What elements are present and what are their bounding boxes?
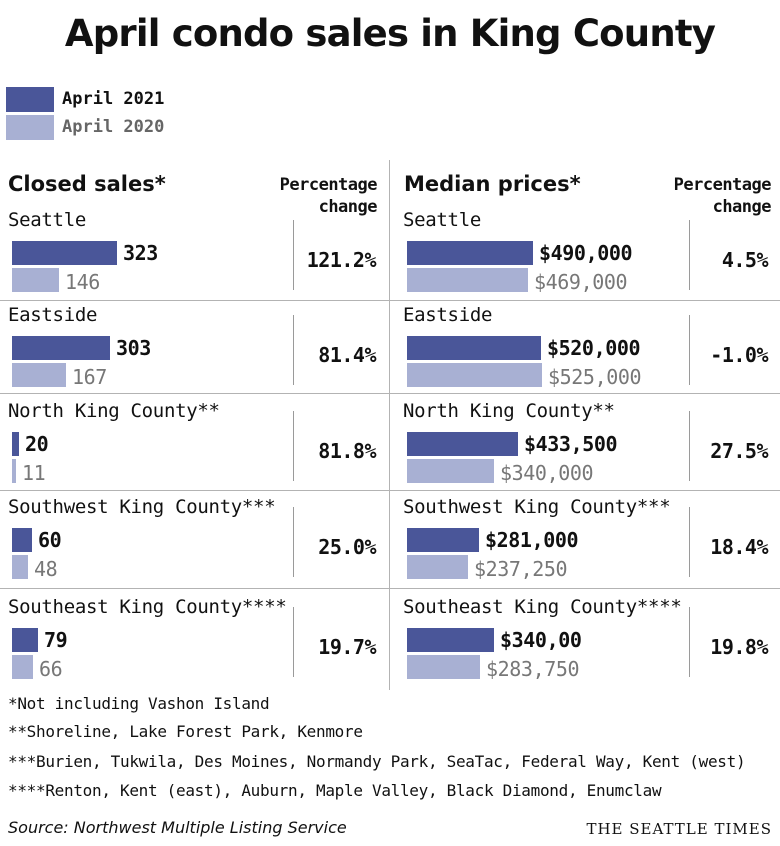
closed-sales-percent-change: 81.8% (318, 439, 376, 463)
column-divider (389, 160, 390, 690)
closed-sales-region-label: North King County** (8, 400, 220, 422)
median-price-value-label-2020: $340,000 (500, 461, 594, 485)
closed-sales-pct-divider (293, 411, 294, 481)
median-price-pct-divider (689, 411, 690, 481)
row-divider (0, 300, 780, 301)
median-price-value-label-2020: $469,000 (534, 270, 628, 294)
closed-sales-value-label-2020: 167 (72, 365, 107, 389)
closed-sales-value-label-2021: 60 (38, 528, 62, 552)
legend-label-2021: April 2021 (62, 89, 165, 109)
closed-sales-pct-divider (293, 607, 294, 677)
closed-sales-bar-2021 (12, 432, 19, 456)
median-price-bar-2020 (407, 459, 494, 483)
closed-sales-percent-change: 121.2% (306, 248, 377, 272)
closed-sales-bar-2020 (12, 555, 28, 579)
pct-heading-line2: change (318, 197, 378, 217)
median-price-value-label-2020: $525,000 (548, 365, 642, 389)
median-price-value-label-2021: $433,500 (524, 432, 618, 456)
median-price-percent-change: 19.8% (710, 635, 768, 659)
median-price-region-label: Seattle (403, 209, 481, 231)
footnote: **Shoreline, Lake Forest Park, Kenmore (8, 722, 363, 741)
closed-sales-percent-change: 19.7% (318, 635, 376, 659)
median-price-pct-divider (689, 607, 690, 677)
closed-sales-region-label: Southeast King County**** (8, 596, 287, 618)
row-divider (0, 393, 780, 394)
pct-heading-line1: Percentage (279, 175, 378, 195)
closed-sales-bar-2020 (12, 363, 66, 387)
closed-sales-value-label-2020: 66 (39, 657, 63, 681)
median-price-value-label-2021: $281,000 (485, 528, 579, 552)
closed-sales-value-label-2021: 20 (25, 432, 49, 456)
row-divider (0, 490, 780, 491)
closed-sales-percent-change: 25.0% (318, 535, 376, 559)
closed-sales-bar-2020 (12, 459, 16, 483)
median-price-percent-change: 18.4% (710, 535, 768, 559)
median-price-bar-2020 (407, 363, 542, 387)
source-note: Source: Northwest Multiple Listing Servi… (8, 818, 347, 837)
median-price-value-label-2021: $340,00 (500, 628, 582, 652)
closed-sales-value-label-2020: 146 (65, 270, 100, 294)
closed-sales-value-label-2021: 323 (123, 241, 158, 265)
chart-title: April condo sales in King County (64, 12, 716, 55)
median-price-value-label-2020: $283,750 (486, 657, 580, 681)
legend-item-2020: April 2020 (6, 114, 164, 140)
median-price-bar-2021 (407, 336, 541, 360)
legend-item-2021: April 2021 (6, 86, 164, 112)
median-price-region-label: North King County** (403, 400, 615, 422)
closed-sales-region-label: Seattle (8, 209, 86, 231)
closed-sales-value-label-2020: 11 (22, 461, 46, 485)
pct-heading-line1: Percentage (673, 175, 772, 195)
footnote: ****Renton, Kent (east), Auburn, Maple V… (8, 781, 662, 800)
median-price-region-label: Eastside (403, 304, 493, 326)
pct-heading-line2: change (712, 197, 772, 217)
median-prices-heading: Median prices* (404, 172, 581, 196)
median-price-bar-2020 (407, 555, 468, 579)
median-price-value-label-2021: $520,000 (547, 336, 641, 360)
median-price-percent-change: -1.0% (710, 343, 768, 367)
median-price-percent-change: 4.5% (721, 248, 769, 272)
median-price-value-label-2021: $490,000 (539, 241, 633, 265)
closed-sales-value-label-2020: 48 (34, 557, 58, 581)
closed-sales-bar-2020 (12, 268, 59, 292)
closed-sales-bar-2020 (12, 655, 33, 679)
closed-sales-pct-heading: Percentage change (262, 174, 378, 218)
closed-sales-pct-divider (293, 220, 294, 290)
median-price-pct-divider (689, 220, 690, 290)
closed-sales-region-label: Southwest King County*** (8, 496, 276, 518)
footnote: ***Burien, Tukwila, Des Moines, Normandy… (8, 752, 746, 771)
closed-sales-bar-2021 (12, 336, 110, 360)
median-price-bar-2020 (407, 268, 528, 292)
closed-sales-pct-divider (293, 315, 294, 385)
closed-sales-value-label-2021: 303 (116, 336, 151, 360)
closed-sales-heading: Closed sales* (8, 172, 166, 196)
legend-swatch-2021 (6, 86, 54, 112)
median-price-pct-divider (689, 507, 690, 577)
median-price-bar-2021 (407, 528, 479, 552)
closed-sales-percent-change: 81.4% (318, 343, 376, 367)
legend-swatch-2020 (6, 114, 54, 140)
median-price-value-label-2020: $237,250 (474, 557, 568, 581)
median-price-bar-2021 (407, 241, 533, 265)
closed-sales-pct-divider (293, 507, 294, 577)
closed-sales-region-label: Eastside (8, 304, 98, 326)
median-price-pct-divider (689, 315, 690, 385)
closed-sales-bar-2021 (12, 528, 32, 552)
footnote: *Not including Vashon Island (8, 694, 270, 713)
median-price-region-label: Southwest King County*** (403, 496, 671, 518)
publisher-brand: THE SEATTLE TIMES (586, 820, 772, 838)
median-prices-pct-heading: Percentage change (656, 174, 772, 218)
legend-label-2020: April 2020 (62, 117, 165, 137)
median-price-bar-2020 (407, 655, 480, 679)
closed-sales-value-label-2021: 79 (44, 628, 68, 652)
median-price-bar-2021 (407, 628, 494, 652)
closed-sales-bar-2021 (12, 241, 117, 265)
median-price-bar-2021 (407, 432, 518, 456)
median-price-percent-change: 27.5% (710, 439, 768, 463)
row-divider (0, 588, 780, 589)
median-price-region-label: Southeast King County**** (403, 596, 682, 618)
closed-sales-bar-2021 (12, 628, 38, 652)
